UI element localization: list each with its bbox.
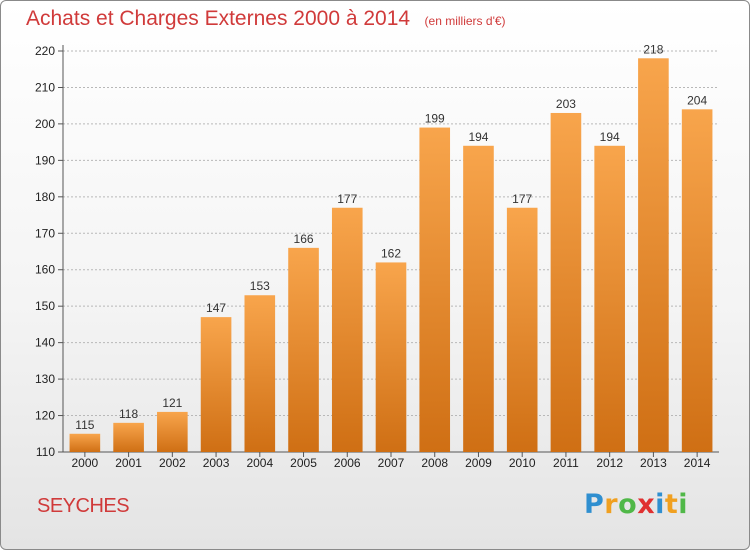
x-tick-label: 2013 <box>640 456 667 470</box>
data-label: 194 <box>600 130 620 144</box>
chart-title: Achats et Charges Externes 2000 à 2014 <box>26 7 411 30</box>
data-label: 194 <box>468 130 488 144</box>
data-label: 166 <box>294 232 314 246</box>
data-label: 177 <box>337 192 357 206</box>
bar <box>463 145 494 453</box>
logo-letter: r <box>604 489 619 520</box>
y-tick-label: 190 <box>35 153 55 167</box>
y-tick-label: 220 <box>35 44 55 58</box>
bar <box>288 247 319 452</box>
y-tick-label: 130 <box>35 372 55 386</box>
bar <box>375 262 407 452</box>
data-label: 153 <box>250 279 270 293</box>
x-tick-label: 2011 <box>553 456 579 470</box>
x-tick-label: 2012 <box>596 456 623 470</box>
y-tick-label: 210 <box>35 80 55 94</box>
y-tick-label: 160 <box>35 263 55 277</box>
data-label: 118 <box>119 407 138 421</box>
data-label: 162 <box>381 246 401 260</box>
x-tick-label: 2005 <box>290 456 317 470</box>
logo-letter: t <box>664 489 679 520</box>
x-tick-label: 2006 <box>334 456 361 470</box>
logo-letter: x <box>637 489 656 520</box>
x-tick-label: 2014 <box>684 456 711 470</box>
logo-letter: i <box>655 489 665 520</box>
chart-subtitle: (en milliers d'€) <box>424 14 506 28</box>
x-tick-label: 2004 <box>246 456 273 470</box>
y-tick-label: 140 <box>35 336 55 350</box>
data-label: 199 <box>425 112 445 126</box>
bar <box>550 112 582 453</box>
x-tick-label: 2008 <box>421 456 448 470</box>
x-tick-label: 2009 <box>465 456 492 470</box>
bar <box>244 295 276 452</box>
x-tick-label: 2010 <box>509 456 536 470</box>
bar <box>506 207 538 452</box>
data-label: 115 <box>75 418 94 432</box>
bar <box>157 411 188 452</box>
x-tick-label: 2003 <box>203 456 230 470</box>
x-tick-label: 2002 <box>159 456 186 470</box>
y-tick-label: 180 <box>35 190 55 204</box>
data-label: 147 <box>206 301 226 315</box>
bar <box>638 58 669 453</box>
bar <box>681 109 713 452</box>
logo-letter: o <box>618 489 638 520</box>
y-tick-label: 120 <box>35 409 55 423</box>
logo-letter: i <box>678 489 689 520</box>
bar <box>113 422 144 452</box>
y-tick-label: 170 <box>35 226 55 240</box>
x-tick-label: 2000 <box>72 456 99 470</box>
data-label: 218 <box>643 42 663 56</box>
y-tick-label: 150 <box>35 299 55 313</box>
data-label: 121 <box>162 396 182 410</box>
data-label: 177 <box>512 192 532 206</box>
y-tick-label: 200 <box>35 117 55 131</box>
x-tick-label: 2007 <box>378 456 405 470</box>
logo-letter: P <box>584 489 605 520</box>
x-tick-label: 2001 <box>115 456 142 470</box>
bar <box>419 127 451 453</box>
bar <box>594 145 625 453</box>
bar <box>69 433 101 452</box>
place-name: SEYCHES <box>37 495 130 517</box>
data-label: 204 <box>687 93 707 107</box>
bar <box>331 207 363 452</box>
title-block: Achats et Charges Externes 2000 à 2014 (… <box>26 7 506 31</box>
data-label: 203 <box>556 97 576 111</box>
bar <box>200 317 232 452</box>
y-tick-label: 110 <box>36 445 55 459</box>
proxiti-logo: Proxiti <box>584 489 688 520</box>
